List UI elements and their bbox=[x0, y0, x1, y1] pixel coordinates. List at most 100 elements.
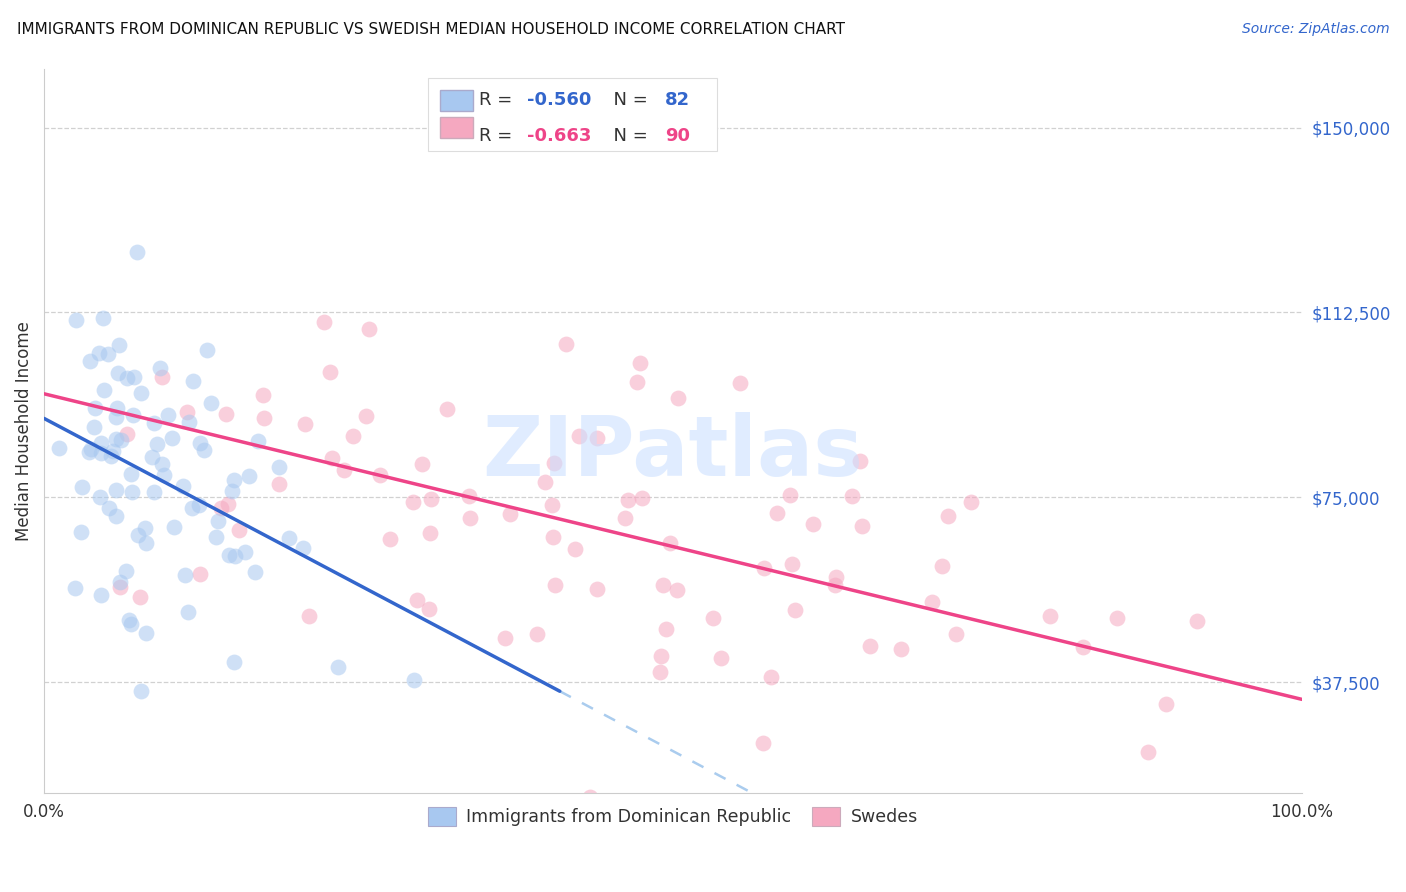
Point bbox=[163, 520, 186, 534]
Point bbox=[1107, 611, 1129, 625]
Point bbox=[217, 497, 239, 511]
Point bbox=[650, 665, 672, 680]
Point bbox=[110, 433, 132, 447]
Point bbox=[554, 337, 576, 351]
Point bbox=[149, 360, 172, 375]
Point bbox=[107, 337, 129, 351]
Point bbox=[1136, 745, 1159, 759]
Point bbox=[115, 371, 138, 385]
Point bbox=[135, 535, 157, 549]
Point bbox=[105, 432, 128, 446]
Point bbox=[752, 736, 775, 750]
Point bbox=[890, 641, 912, 656]
Point bbox=[98, 500, 121, 515]
Point bbox=[162, 431, 184, 445]
Point bbox=[48, 441, 70, 455]
Point bbox=[411, 458, 433, 472]
Point bbox=[579, 790, 602, 805]
Point bbox=[63, 581, 86, 595]
Point bbox=[224, 549, 246, 563]
Point bbox=[90, 446, 112, 460]
Point bbox=[665, 583, 688, 598]
Point bbox=[945, 626, 967, 640]
Point bbox=[650, 649, 672, 664]
Point bbox=[108, 580, 131, 594]
Point bbox=[1154, 697, 1177, 711]
Point bbox=[614, 811, 637, 825]
Point bbox=[117, 613, 139, 627]
Point bbox=[193, 442, 215, 457]
Point bbox=[135, 626, 157, 640]
Point bbox=[243, 566, 266, 580]
Point bbox=[188, 566, 211, 581]
Point bbox=[710, 651, 733, 665]
Point bbox=[824, 577, 846, 591]
Point bbox=[893, 806, 915, 821]
Point bbox=[105, 401, 128, 415]
Point bbox=[174, 568, 197, 582]
Point bbox=[65, 313, 87, 327]
Point bbox=[297, 609, 319, 624]
Point bbox=[614, 511, 637, 525]
Point bbox=[533, 475, 555, 490]
Point bbox=[70, 480, 93, 494]
Point bbox=[765, 506, 787, 520]
Point bbox=[494, 631, 516, 645]
Point bbox=[779, 487, 801, 501]
Text: 82: 82 bbox=[665, 91, 690, 109]
Point bbox=[179, 416, 201, 430]
Point bbox=[419, 492, 441, 507]
Point bbox=[752, 561, 775, 575]
Point bbox=[127, 244, 149, 259]
Point bbox=[105, 509, 128, 524]
Point bbox=[122, 370, 145, 384]
Point bbox=[150, 457, 173, 471]
Text: -0.560: -0.560 bbox=[527, 91, 591, 109]
Text: -0.663: -0.663 bbox=[527, 127, 591, 145]
Point bbox=[759, 670, 782, 684]
Point bbox=[150, 369, 173, 384]
Point bbox=[110, 574, 132, 589]
Point bbox=[222, 655, 245, 669]
Point bbox=[333, 463, 356, 477]
Point bbox=[121, 485, 143, 500]
Point bbox=[825, 570, 848, 584]
Point bbox=[543, 530, 565, 544]
Point bbox=[1185, 614, 1208, 628]
Point bbox=[585, 582, 607, 597]
Text: ZIPatlas: ZIPatlas bbox=[482, 412, 863, 493]
Point bbox=[104, 409, 127, 424]
Point bbox=[931, 558, 953, 573]
Point bbox=[115, 426, 138, 441]
Point bbox=[652, 578, 675, 592]
Point bbox=[294, 417, 316, 432]
Point bbox=[70, 525, 93, 540]
Point bbox=[177, 605, 200, 619]
Point bbox=[129, 590, 152, 604]
Point bbox=[541, 498, 564, 512]
Point bbox=[859, 639, 882, 653]
Point bbox=[90, 436, 112, 450]
Point bbox=[172, 479, 194, 493]
Point bbox=[326, 660, 349, 674]
Point bbox=[89, 345, 111, 359]
Point bbox=[221, 484, 243, 499]
Point bbox=[120, 617, 142, 632]
Point bbox=[247, 434, 270, 449]
Point bbox=[342, 428, 364, 442]
Point bbox=[380, 532, 402, 546]
Point bbox=[238, 469, 260, 483]
Point bbox=[419, 525, 441, 540]
Point bbox=[564, 541, 586, 556]
Point bbox=[841, 489, 863, 503]
Point bbox=[181, 500, 204, 515]
Point bbox=[253, 410, 276, 425]
Point bbox=[436, 402, 458, 417]
Point bbox=[205, 530, 228, 544]
Y-axis label: Median Household Income: Median Household Income bbox=[15, 321, 32, 541]
Point bbox=[617, 493, 640, 508]
Point bbox=[142, 484, 165, 499]
Point bbox=[252, 388, 274, 402]
Point bbox=[228, 524, 250, 538]
Point bbox=[131, 386, 153, 401]
